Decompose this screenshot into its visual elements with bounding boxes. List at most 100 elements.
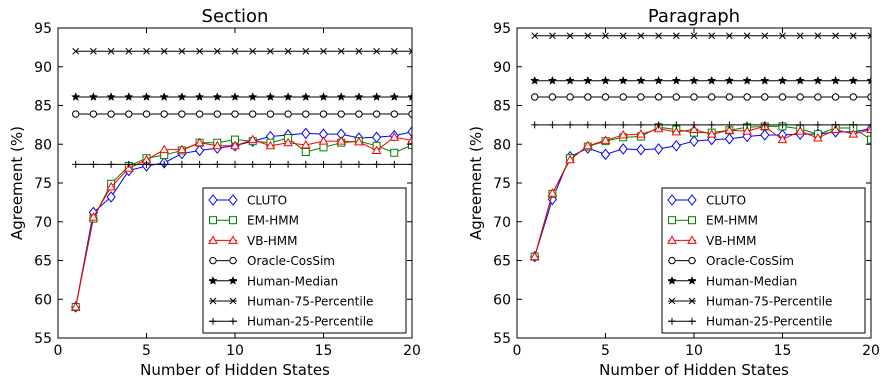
x-tick-label: 10 bbox=[685, 343, 703, 359]
data-point bbox=[408, 141, 412, 150]
y-tick-label: 75 bbox=[493, 176, 511, 192]
legend-item-human-25-percentile: Human-25-Percentile bbox=[668, 315, 832, 329]
data-point bbox=[371, 92, 382, 101]
x-tick-label: 15 bbox=[315, 343, 333, 359]
data-point bbox=[89, 160, 97, 168]
data-point bbox=[619, 93, 627, 101]
data-point bbox=[284, 160, 292, 168]
data-point bbox=[531, 93, 539, 101]
chart-panel-1: Section 0 5 10 15 20 55 60 65 70 75 80 85 90 95 Number … bbox=[8, 6, 421, 379]
data-point bbox=[760, 129, 770, 141]
chart-panel-2: Paragraph 0 5 10 15 20 55 60 65 70 75 80 85 90 95 Numbe… bbox=[467, 6, 880, 379]
legend-label: VB-HMM bbox=[706, 234, 757, 248]
series-oracle-cossim bbox=[72, 110, 412, 118]
data-point bbox=[814, 32, 822, 40]
series-human-median bbox=[530, 75, 871, 85]
series-oracle-cossim bbox=[531, 93, 871, 101]
legend-label: Human-25-Percentile bbox=[247, 315, 373, 329]
data-point bbox=[301, 148, 310, 156]
legend-item-cluto: CLUTO bbox=[208, 194, 287, 208]
data-point bbox=[637, 121, 645, 129]
data-point bbox=[689, 124, 699, 134]
y-tick-label: 60 bbox=[493, 292, 511, 308]
data-point bbox=[637, 32, 645, 40]
legend-item-human-25-percentile: Human-25-Percentile bbox=[209, 315, 373, 329]
y-tick-label: 80 bbox=[34, 137, 52, 153]
data-point bbox=[777, 134, 788, 144]
data-point bbox=[195, 110, 204, 118]
data-point bbox=[90, 47, 97, 55]
series-human-25-percentile bbox=[531, 121, 871, 129]
data-point bbox=[689, 75, 699, 85]
data-point bbox=[832, 121, 840, 129]
data-point bbox=[355, 110, 363, 118]
data-point bbox=[814, 93, 822, 101]
data-point bbox=[106, 191, 116, 203]
data-point bbox=[390, 110, 398, 118]
legend-item-vb-hmm: VB-HMM bbox=[208, 234, 298, 248]
data-point bbox=[814, 121, 822, 129]
data-point bbox=[107, 110, 115, 118]
y-tick-label: 75 bbox=[34, 176, 52, 192]
data-point bbox=[619, 121, 627, 129]
data-point bbox=[671, 75, 681, 85]
data-point bbox=[637, 93, 645, 101]
x-tick-label: 20 bbox=[403, 343, 421, 359]
data-point bbox=[373, 160, 381, 168]
series-human-75-percentile bbox=[72, 47, 412, 55]
legend-item-vb-hmm: VB-HMM bbox=[667, 234, 757, 248]
data-point bbox=[160, 47, 168, 55]
legend-label: VB-HMM bbox=[247, 234, 298, 248]
y-tick-label: 65 bbox=[34, 254, 52, 270]
data-point bbox=[196, 47, 203, 55]
x-tick-label: 5 bbox=[601, 343, 610, 359]
data-point bbox=[530, 75, 540, 85]
data-point bbox=[389, 132, 400, 141]
data-point bbox=[671, 126, 682, 136]
series-human-75-percentile bbox=[531, 32, 871, 40]
legend-label: Oracle-CosSim bbox=[247, 254, 335, 268]
legend: CLUTO EM-HMM VB-HMM Oracle-CosSim Human-Medi… bbox=[202, 187, 407, 334]
data-point bbox=[708, 32, 716, 40]
data-point bbox=[355, 160, 363, 168]
legend-marker bbox=[209, 317, 217, 325]
data-point bbox=[319, 143, 328, 152]
series-vb-hmm bbox=[70, 132, 412, 311]
data-point bbox=[354, 92, 364, 101]
legend-item-oracle-cossim: Oracle-CosSim bbox=[668, 254, 794, 268]
data-point bbox=[390, 148, 399, 157]
legend-label: Human-75-Percentile bbox=[247, 295, 373, 309]
data-point bbox=[319, 110, 328, 118]
legend-marker bbox=[229, 317, 237, 325]
chart-title: Paragraph bbox=[648, 6, 740, 27]
data-point bbox=[88, 92, 99, 101]
data-point bbox=[213, 160, 221, 168]
data-point bbox=[848, 129, 859, 138]
data-point bbox=[548, 121, 556, 129]
x-axis-label: Number of Hidden States bbox=[599, 361, 789, 379]
data-point bbox=[354, 136, 364, 146]
data-point bbox=[249, 110, 257, 118]
data-point bbox=[194, 137, 205, 147]
legend-label: CLUTO bbox=[706, 194, 746, 208]
data-point bbox=[813, 133, 823, 142]
data-point bbox=[249, 160, 257, 168]
data-point bbox=[832, 32, 839, 40]
plot-area bbox=[70, 47, 412, 313]
y-axis-label: Agreement (%) bbox=[8, 126, 26, 240]
legend: CLUTO EM-HMM VB-HMM Oracle-CosSim Human-Medi… bbox=[661, 187, 866, 334]
legend-label: CLUTO bbox=[247, 194, 287, 208]
legend-marker bbox=[228, 194, 238, 206]
data-point bbox=[848, 75, 858, 85]
data-point bbox=[266, 110, 275, 118]
data-point bbox=[795, 75, 805, 85]
data-point bbox=[742, 75, 752, 85]
data-point bbox=[672, 121, 680, 129]
data-point bbox=[390, 47, 398, 55]
data-point bbox=[830, 124, 841, 134]
y-tick-label: 95 bbox=[34, 21, 52, 37]
data-point bbox=[72, 47, 80, 55]
data-point bbox=[566, 93, 574, 101]
data-point bbox=[549, 32, 556, 40]
data-point bbox=[178, 47, 186, 55]
